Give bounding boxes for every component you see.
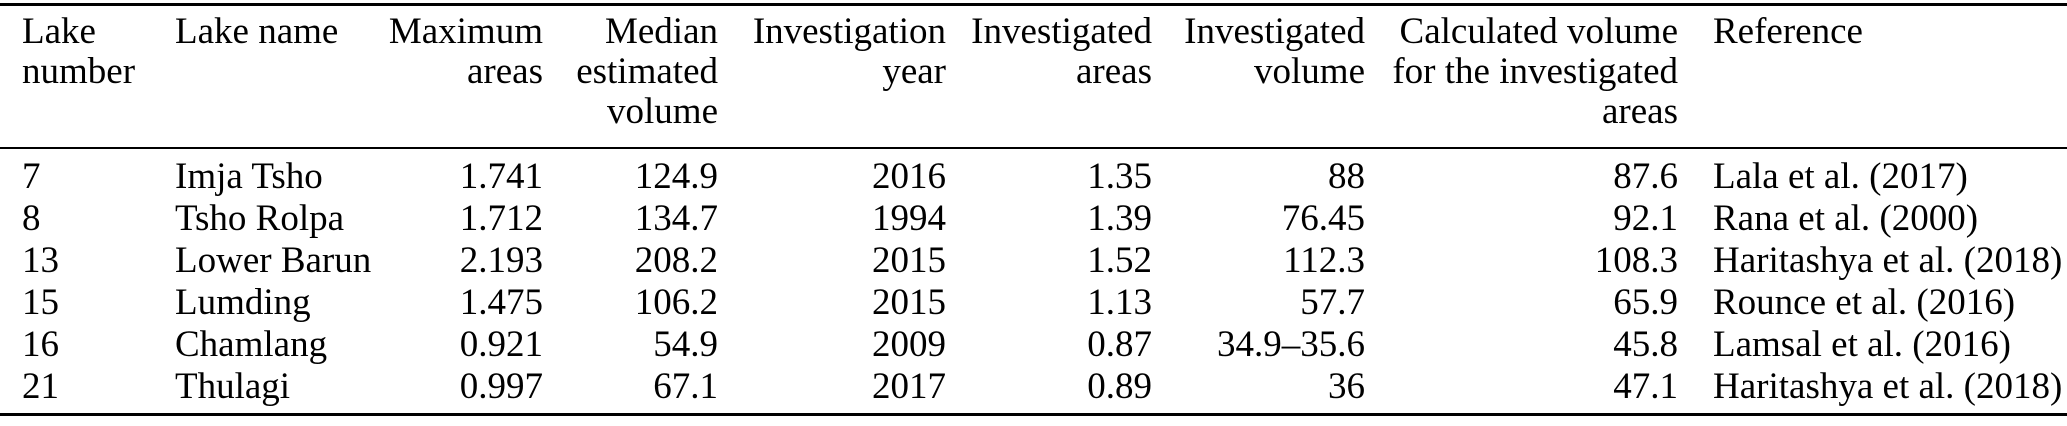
cell-maximum-areas: 0.997 xyxy=(459,365,543,407)
cell-median-estimated-volume: 54.9 xyxy=(653,323,718,365)
cell-investigation-year: 2016 xyxy=(872,155,946,197)
cell-maximum-areas: 1.741 xyxy=(459,155,543,197)
cell-reference: Lamsal et al. (2016) xyxy=(1713,323,2011,365)
column-header-lake-number: Lake number xyxy=(0,4,175,149)
column-header-maximum-areas: Maximum areas xyxy=(375,4,543,149)
cell-reference: Rana et al. (2000) xyxy=(1713,197,1979,239)
cell-investigated-areas: 1.35 xyxy=(1087,155,1152,197)
cell-reference: Haritashya et al. (2018) xyxy=(1713,365,2063,407)
column-header-calculated-volume-for-the-investigated-areas: Calculated volume for the investigated a… xyxy=(1365,4,1678,149)
cell-lake-name: Thulagi xyxy=(175,365,291,407)
table-row: 13 Lower Barun 2.193 208.2 2015 1.52 112.3 108.… xyxy=(0,240,2067,282)
cell-maximum-areas: 1.712 xyxy=(459,197,543,239)
table-row: 7 Imja Tsho 1.741 124.9 2016 1.35 88 87.6 Lala e… xyxy=(0,148,2067,198)
cell-calculated-volume-for-the-investigated-areas: 47.1 xyxy=(1613,365,1678,407)
cell-reference: Rounce et al. (2016) xyxy=(1713,281,2016,323)
cell-investigated-volume: 88 xyxy=(1328,155,1365,197)
column-header-median-estimated-volume: Median estimated volume xyxy=(543,4,718,149)
cell-investigation-year: 2015 xyxy=(872,281,946,323)
cell-lake-number: 7 xyxy=(22,155,41,197)
cell-investigated-volume: 36 xyxy=(1328,365,1365,407)
table-row: 15 Lumding 1.475 106.2 2015 1.13 57.7 65.9 Rounc… xyxy=(0,282,2067,324)
cell-median-estimated-volume: 67.1 xyxy=(653,365,718,407)
cell-calculated-volume-for-the-investigated-areas: 92.1 xyxy=(1613,197,1678,239)
cell-lake-number: 21 xyxy=(22,365,59,407)
table-body: 7 Imja Tsho 1.741 124.9 2016 1.35 88 87.6 Lala e… xyxy=(0,148,2067,415)
cell-reference: Haritashya et al. (2018) xyxy=(1713,239,2063,281)
cell-lake-number: 16 xyxy=(22,323,59,365)
cell-investigated-volume: 57.7 xyxy=(1300,281,1365,323)
cell-investigated-areas: 1.13 xyxy=(1087,281,1152,323)
cell-investigation-year: 2015 xyxy=(872,239,946,281)
cell-reference: Lala et al. (2017) xyxy=(1713,155,1968,197)
lake-volume-table: Lake number Lake name Maximum areas Median … xyxy=(0,3,2067,416)
cell-lake-name: Lumding xyxy=(175,281,311,323)
cell-lake-name: Tsho Rolpa xyxy=(175,197,345,239)
cell-investigated-volume: 112.3 xyxy=(1283,239,1365,281)
cell-median-estimated-volume: 106.2 xyxy=(634,281,718,323)
cell-maximum-areas: 0.921 xyxy=(459,323,543,365)
cell-lake-name: Chamlang xyxy=(175,323,328,365)
cell-maximum-areas: 1.475 xyxy=(459,281,543,323)
cell-investigated-volume: 76.45 xyxy=(1281,197,1365,239)
table-row: 16 Chamlang 0.921 54.9 2009 0.87 34.9–35.6 45.8… xyxy=(0,324,2067,366)
cell-calculated-volume-for-the-investigated-areas: 65.9 xyxy=(1613,281,1678,323)
column-header-reference: Reference xyxy=(1678,4,2067,149)
column-header-investigated-volume: Investigated volume xyxy=(1152,4,1365,149)
cell-calculated-volume-for-the-investigated-areas: 45.8 xyxy=(1613,323,1678,365)
cell-investigation-year: 2017 xyxy=(872,365,946,407)
cell-investigated-areas: 0.87 xyxy=(1087,323,1152,365)
cell-investigated-areas: 1.52 xyxy=(1087,239,1152,281)
cell-median-estimated-volume: 134.7 xyxy=(634,197,718,239)
cell-investigation-year: 1994 xyxy=(872,197,946,239)
cell-investigation-year: 2009 xyxy=(872,323,946,365)
cell-investigated-areas: 1.39 xyxy=(1087,197,1152,239)
cell-lake-name: Imja Tsho xyxy=(175,155,323,197)
header-row: Lake number Lake name Maximum areas Median … xyxy=(0,4,2067,149)
cell-median-estimated-volume: 208.2 xyxy=(634,239,718,281)
cell-lake-number: 8 xyxy=(22,197,41,239)
cell-investigated-areas: 0.89 xyxy=(1087,365,1152,407)
column-header-investigated-areas: Investigated areas xyxy=(946,4,1152,149)
cell-lake-number: 15 xyxy=(22,281,59,323)
cell-calculated-volume-for-the-investigated-areas: 108.3 xyxy=(1594,239,1678,281)
cell-maximum-areas: 2.193 xyxy=(459,239,543,281)
cell-investigated-volume: 34.9–35.6 xyxy=(1217,323,1365,365)
column-header-investigation-year: Investigation year xyxy=(718,4,946,149)
column-header-lake-name: Lake name xyxy=(175,4,375,149)
cell-lake-name: Lower Barun xyxy=(175,239,372,281)
table-row: 8 Tsho Rolpa 1.712 134.7 1994 1.39 76.45 92.1 Ra… xyxy=(0,198,2067,240)
cell-calculated-volume-for-the-investigated-areas: 87.6 xyxy=(1613,155,1678,197)
cell-lake-number: 13 xyxy=(22,239,59,281)
table-row: 21 Thulagi 0.997 67.1 2017 0.89 36 47.1 Haritash… xyxy=(0,366,2067,415)
cell-median-estimated-volume: 124.9 xyxy=(634,155,718,197)
